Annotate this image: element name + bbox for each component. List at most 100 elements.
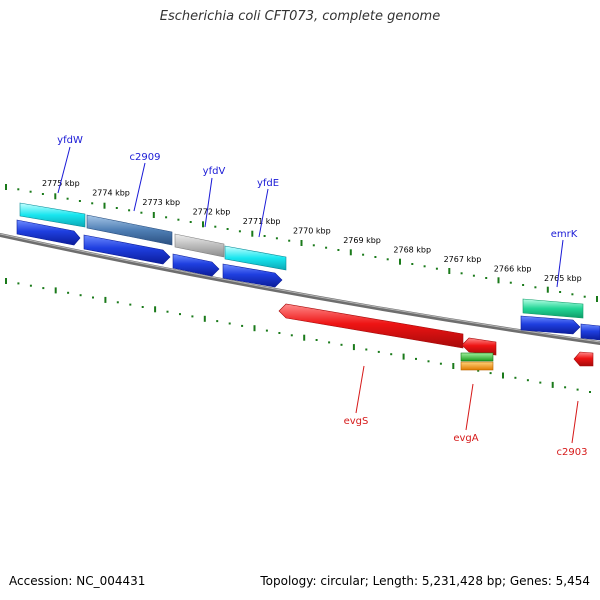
scale-minor-tick — [460, 272, 463, 275]
scale-minor-tick — [386, 258, 389, 261]
gene-label-evgS[interactable]: evgS — [344, 416, 369, 427]
gene-label-yfdV[interactable]: yfdV — [203, 166, 226, 177]
feature-cyan-2[interactable] — [224, 245, 287, 271]
scale-minor-tick — [312, 244, 315, 247]
scale-minor-tick — [214, 225, 217, 228]
scale-major-tick — [5, 278, 7, 284]
scale-minor-tick — [374, 256, 377, 258]
scale-minor-tick — [116, 301, 119, 304]
scale-major-tick — [203, 315, 206, 322]
scale-major-tick — [546, 286, 549, 293]
scale-minor-tick — [365, 348, 368, 351]
gene-arrow-edge[interactable] — [580, 323, 600, 341]
scale-minor-tick — [79, 294, 82, 297]
gene-label-c2909[interactable]: c2909 — [130, 152, 161, 163]
scale-minor-tick — [362, 253, 365, 256]
scale-minor-tick — [423, 265, 426, 268]
scale-minor-tick — [191, 315, 194, 318]
feature-cyan-1[interactable] — [19, 202, 86, 228]
kbp-label: 2765 kbp — [544, 274, 582, 283]
reverse-gene-labels: evgS evgA c2903 — [344, 416, 588, 458]
gene-label-evgA[interactable]: evgA — [453, 433, 478, 444]
scale-major-tick — [352, 344, 355, 351]
gene-arrow-yfdV[interactable] — [172, 253, 220, 277]
scale-major-tick — [5, 184, 7, 190]
scale-minor-tick — [583, 295, 586, 298]
forward-scale-ticks — [5, 184, 598, 302]
scale-minor-tick — [589, 391, 591, 393]
scale-minor-tick — [278, 332, 281, 334]
scale-minor-tick — [91, 202, 94, 205]
gene-arrow-evgS[interactable] — [278, 303, 464, 349]
scale-major-tick — [253, 325, 256, 332]
scale-minor-tick — [485, 277, 488, 279]
gene-label-emrK[interactable]: emrK — [551, 229, 578, 240]
forward-gene-labels: yfdW c2909 yfdV yfdE emrK — [57, 135, 578, 240]
scale-minor-tick — [315, 339, 318, 341]
scale-major-tick — [497, 277, 500, 284]
feature-gray-1[interactable] — [174, 233, 225, 258]
gene-arrow-yfdW[interactable] — [16, 219, 81, 246]
scale-major-tick — [54, 287, 57, 294]
feature-orange-evgA[interactable] — [460, 361, 494, 371]
scale-minor-tick — [29, 284, 32, 287]
scale-minor-tick — [42, 287, 45, 290]
scale-major-tick — [251, 230, 254, 237]
scale-minor-tick — [328, 341, 331, 344]
scale-minor-tick — [539, 381, 542, 384]
forward-gene-arrows — [16, 219, 600, 341]
scale-minor-tick — [141, 306, 144, 308]
scale-minor-tick — [509, 281, 512, 284]
scale-minor-tick — [522, 284, 525, 286]
accession-label: Accession: NC_004431 — [9, 574, 146, 588]
scale-major-tick — [104, 296, 107, 303]
feature-steel-1[interactable] — [86, 214, 173, 246]
gene-arrow-emrK[interactable] — [520, 315, 581, 335]
scale-minor-tick — [265, 329, 268, 332]
scale-minor-tick — [288, 239, 291, 242]
scale-minor-tick — [390, 353, 393, 356]
scale-minor-tick — [66, 197, 69, 200]
scale-minor-tick — [576, 388, 579, 391]
scale-major-tick — [202, 221, 204, 228]
kbp-label: 2769 kbp — [343, 236, 381, 245]
scale-minor-tick — [41, 193, 44, 195]
scale-minor-tick — [472, 274, 475, 277]
gene-label-yfdW[interactable]: yfdW — [57, 135, 83, 146]
gene-arrow-evgA[interactable] — [461, 337, 497, 356]
scale-minor-tick — [427, 360, 430, 363]
scale-minor-tick — [140, 211, 143, 214]
scale-minor-tick — [564, 386, 567, 389]
scale-major-tick — [154, 306, 157, 313]
scale-minor-tick — [489, 372, 492, 375]
scale-major-tick — [300, 240, 303, 246]
scale-minor-tick — [166, 310, 169, 313]
scale-major-tick — [152, 212, 155, 218]
scale-major-tick — [103, 202, 106, 209]
scale-minor-tick — [92, 296, 94, 299]
gene-arrow-c2903[interactable] — [573, 351, 594, 367]
scale-minor-tick — [216, 320, 219, 323]
scale-major-tick — [448, 268, 451, 274]
kbp-label: 2768 kbp — [393, 246, 431, 255]
genome-backbone — [0, 233, 600, 345]
feature-teal-1[interactable] — [522, 298, 584, 319]
scale-minor-tick — [177, 218, 180, 221]
scale-minor-tick — [241, 324, 244, 327]
scale-minor-tick — [238, 230, 241, 233]
scale-minor-tick — [228, 322, 231, 325]
reverse-gene-arrows — [278, 303, 594, 371]
gene-label-c2903[interactable]: c2903 — [557, 447, 588, 458]
gene-leader-lines — [57, 146, 579, 444]
scale-minor-tick — [115, 207, 118, 209]
scale-minor-tick — [439, 362, 442, 365]
scale-minor-tick — [290, 334, 293, 337]
gene-label-yfdE[interactable]: yfdE — [257, 178, 279, 189]
kbp-label: 2770 kbp — [293, 227, 331, 236]
feature-green-evgA[interactable] — [460, 352, 494, 362]
gene-arrow-c2909[interactable] — [83, 234, 171, 265]
scale-minor-tick — [534, 286, 537, 289]
gene-arrow-yfdE[interactable] — [222, 263, 283, 288]
scale-minor-tick — [275, 237, 278, 240]
